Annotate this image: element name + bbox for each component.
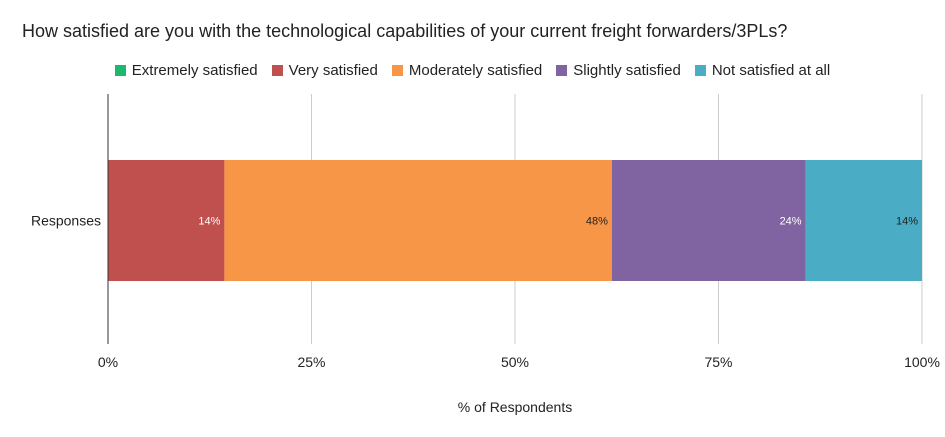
x-axis-title: % of Respondents bbox=[458, 399, 572, 415]
bar-segment bbox=[611, 160, 806, 281]
legend-label: Slightly satisfied bbox=[573, 61, 681, 79]
legend-swatch bbox=[114, 64, 126, 76]
legend-label: Moderately satisfied bbox=[408, 61, 543, 79]
x-tick-label: 100% bbox=[904, 354, 940, 370]
data-label: 48% bbox=[586, 216, 608, 228]
x-tick-label: 25% bbox=[297, 354, 325, 370]
x-tick-label: 75% bbox=[704, 354, 732, 370]
legend-swatch bbox=[694, 64, 706, 76]
legend-swatch bbox=[391, 64, 403, 76]
bar-segment bbox=[108, 160, 225, 281]
x-tick-label: 50% bbox=[501, 354, 529, 370]
legend-item: Slightly satisfied bbox=[556, 62, 681, 79]
data-label: 14% bbox=[198, 216, 220, 228]
data-label: 14% bbox=[896, 216, 918, 228]
legend-label: Extremely satisfied bbox=[131, 61, 258, 79]
chart-title: How satisfied are you with the technolog… bbox=[22, 21, 788, 41]
data-label: 24% bbox=[780, 216, 802, 228]
legend-swatch bbox=[271, 64, 283, 76]
x-tick-label: 0% bbox=[98, 354, 118, 370]
bar-segment bbox=[224, 160, 612, 281]
legend-swatch bbox=[556, 64, 568, 76]
legend-item: Not satisfied at all bbox=[694, 61, 831, 79]
legend-item: Moderately satisfied bbox=[391, 61, 543, 79]
category-label: Responses bbox=[31, 213, 101, 229]
bar-segment bbox=[805, 160, 922, 281]
legend-item: Extremely satisfied bbox=[114, 61, 258, 79]
legend-label: Very satisfied bbox=[288, 61, 378, 79]
legend: Extremely satisfied Very satisfied Moderat… bbox=[0, 60, 945, 80]
legend-item: Very satisfied bbox=[271, 61, 378, 79]
legend-label: Not satisfied at all bbox=[711, 61, 831, 79]
